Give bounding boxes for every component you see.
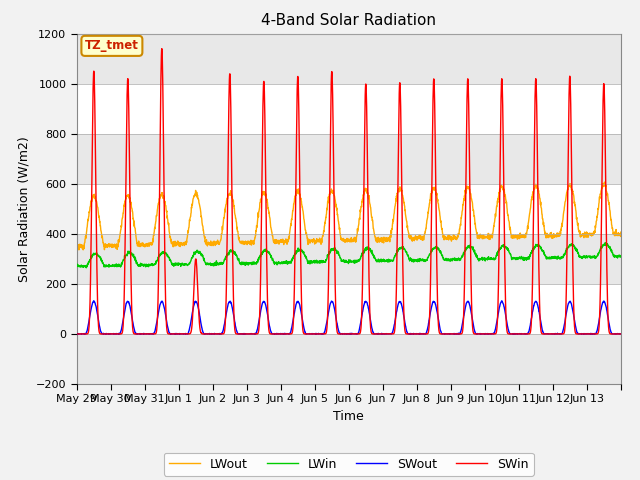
LWout xyxy=(543,234,551,240)
SWout xyxy=(498,298,506,304)
SWout xyxy=(73,331,81,337)
SWin xyxy=(609,331,617,337)
LWin xyxy=(513,256,520,262)
SWout xyxy=(245,331,253,337)
SWin xyxy=(381,331,389,337)
SWout xyxy=(513,331,521,337)
LWin xyxy=(543,256,551,262)
LWin xyxy=(617,253,625,259)
X-axis label: Time: Time xyxy=(333,410,364,423)
Line: SWin: SWin xyxy=(77,48,621,334)
Y-axis label: Solar Radiation (W/m2): Solar Radiation (W/m2) xyxy=(17,136,30,282)
SWout xyxy=(73,331,81,336)
LWout xyxy=(75,247,83,253)
LWin xyxy=(73,262,81,268)
SWout xyxy=(610,331,618,337)
LWout xyxy=(127,204,135,209)
Title: 4-Band Solar Radiation: 4-Band Solar Radiation xyxy=(261,13,436,28)
LWout xyxy=(381,238,389,243)
LWout xyxy=(245,240,253,246)
Bar xyxy=(77,134,621,184)
LWout xyxy=(610,230,618,236)
Legend: LWout, LWin, SWout, SWin: LWout, LWin, SWout, SWin xyxy=(164,453,534,476)
Bar xyxy=(77,34,621,84)
SWin xyxy=(73,331,81,337)
SWout xyxy=(617,331,625,337)
LWout xyxy=(617,229,625,235)
SWout xyxy=(544,331,552,336)
LWin xyxy=(83,265,90,271)
LWout xyxy=(601,180,609,185)
LWout xyxy=(73,242,81,248)
LWout xyxy=(513,233,520,239)
SWin xyxy=(245,331,253,337)
SWin xyxy=(543,331,551,337)
LWin xyxy=(127,251,135,257)
SWin xyxy=(513,331,520,337)
SWout xyxy=(381,331,389,337)
SWin xyxy=(158,46,166,51)
LWin xyxy=(610,253,618,259)
Line: SWout: SWout xyxy=(77,301,621,334)
Bar xyxy=(77,234,621,284)
Text: TZ_tmet: TZ_tmet xyxy=(85,39,139,52)
Bar xyxy=(77,334,621,384)
LWin xyxy=(381,258,389,264)
SWin xyxy=(617,331,625,337)
LWin xyxy=(245,260,253,266)
SWout xyxy=(127,311,135,316)
Line: LWin: LWin xyxy=(77,243,621,268)
LWin xyxy=(602,240,609,246)
Line: LWout: LWout xyxy=(77,182,621,250)
SWin xyxy=(127,281,135,287)
